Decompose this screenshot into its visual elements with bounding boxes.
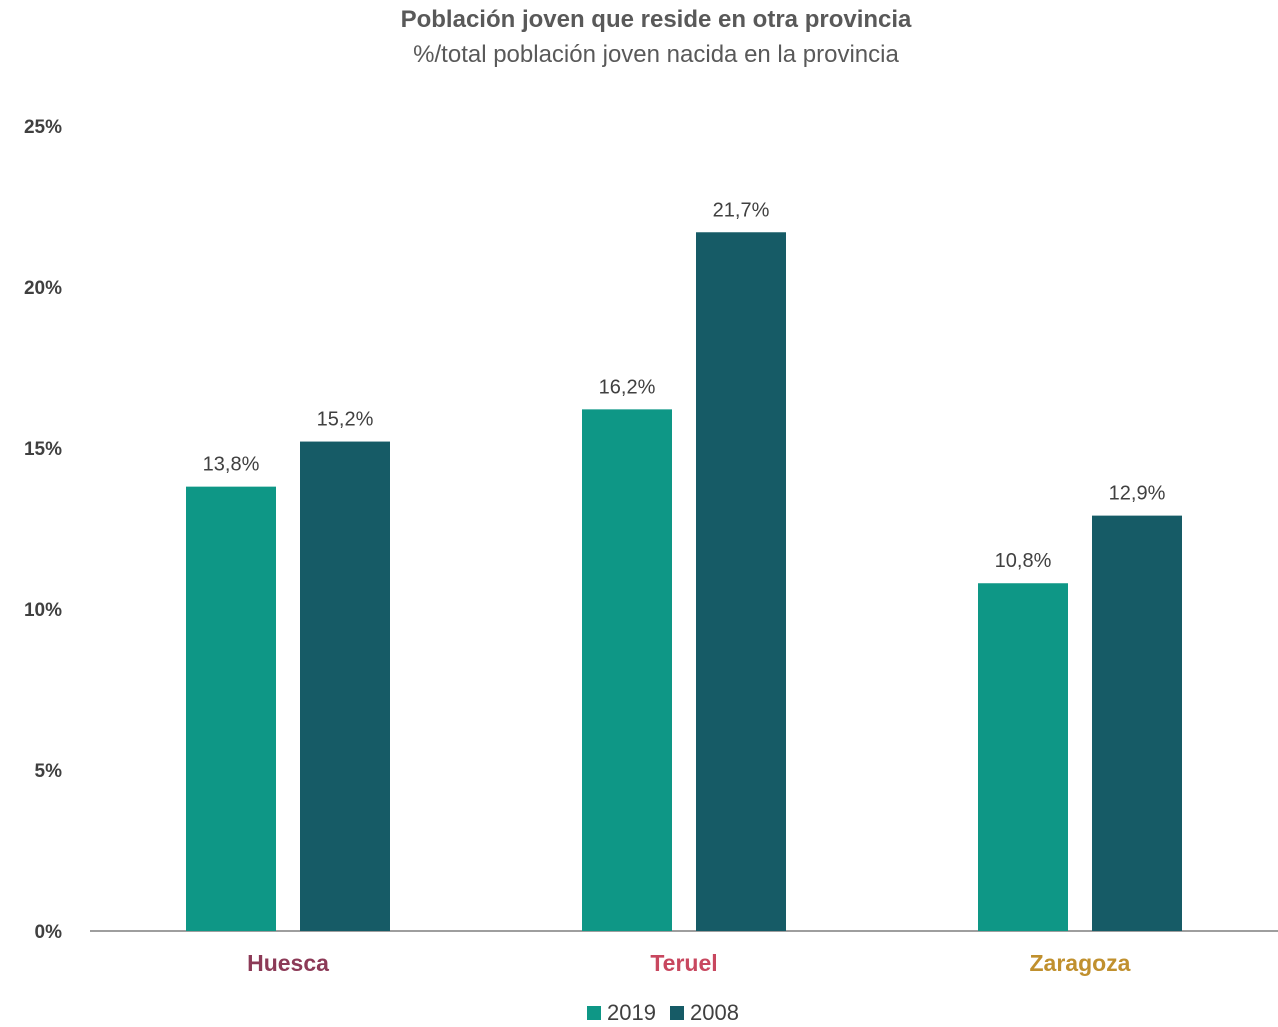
- data-label: 21,7%: [713, 199, 770, 221]
- bar-2019-zaragoza: [978, 583, 1068, 931]
- legend-item-2019: 2019: [587, 1000, 656, 1026]
- data-label: 15,2%: [317, 409, 374, 431]
- x-category-label: Zaragoza: [1030, 950, 1131, 976]
- data-label: 16,2%: [599, 376, 656, 398]
- chart-subtitle: %/total población joven nacida en la pro…: [413, 41, 899, 68]
- y-tick-label: 5%: [35, 761, 63, 782]
- legend: 2019 2008: [0, 1000, 1278, 1026]
- x-category-label: Huesca: [247, 950, 329, 976]
- bar-2008-huesca: [300, 441, 390, 931]
- data-label: 13,8%: [203, 454, 260, 476]
- y-tick-label: 25%: [24, 117, 62, 138]
- bar-2019-huesca: [186, 486, 276, 931]
- y-tick-label: 0%: [35, 922, 63, 943]
- data-label: 12,9%: [1109, 483, 1166, 505]
- chart-title: Población joven que reside en otra provi…: [400, 6, 912, 33]
- bar-2008-zaragoza: [1092, 515, 1182, 931]
- legend-swatch-2008: [670, 1006, 684, 1020]
- legend-swatch-2019: [587, 1006, 602, 1020]
- bar-2019-teruel: [582, 409, 672, 931]
- legend-label-2008: 2008: [690, 1000, 739, 1025]
- y-tick-label: 20%: [24, 278, 62, 299]
- bar-2008-teruel: [696, 232, 786, 931]
- x-category-label: Teruel: [650, 950, 717, 976]
- legend-label-2019: 2019: [607, 1000, 656, 1025]
- y-tick-label: 10%: [24, 600, 62, 621]
- data-label: 10,8%: [995, 550, 1052, 572]
- y-tick-label: 15%: [24, 439, 62, 460]
- bar-chart: 0% 5% 10% 15% 20% 25% 13,8% 15,2% Huesca 16,2% 21,…: [24, 117, 1278, 976]
- legend-item-2008: 2008: [670, 1000, 739, 1026]
